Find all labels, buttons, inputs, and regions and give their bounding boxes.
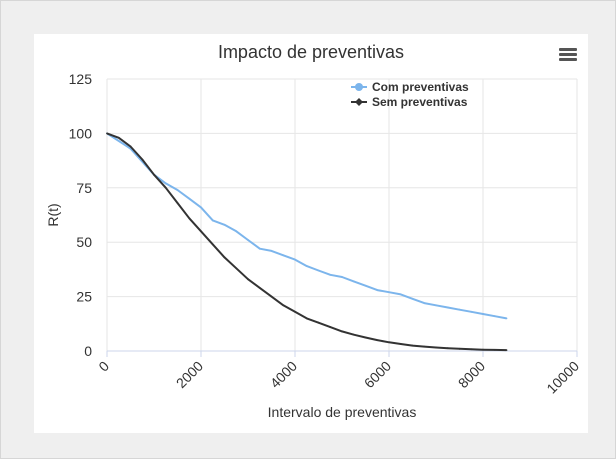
series-1-point[interactable] <box>388 341 390 344</box>
series-1-point[interactable] <box>294 310 296 313</box>
series-1-point[interactable] <box>106 132 108 135</box>
series-0-point[interactable] <box>435 304 437 307</box>
series-1-point[interactable] <box>458 347 461 350</box>
series-1-point[interactable] <box>493 349 496 351</box>
series-1-point[interactable] <box>200 230 202 233</box>
x-tick-label: 8000 <box>455 358 488 391</box>
series-line-0[interactable] <box>106 132 507 320</box>
y-tick-label: 25 <box>76 289 92 305</box>
y-tick-label: 75 <box>76 180 92 196</box>
series-1-point[interactable] <box>153 173 155 176</box>
y-axis-title: R(t) <box>45 203 61 226</box>
series-0-point[interactable] <box>223 223 226 226</box>
legend-item-0[interactable]: Com preventivas <box>372 80 469 94</box>
series-1-point[interactable] <box>435 346 437 349</box>
series-1-point[interactable] <box>364 336 367 339</box>
series-1-point[interactable] <box>270 295 273 298</box>
series-0-point[interactable] <box>211 219 214 222</box>
series-1-point[interactable] <box>258 286 261 289</box>
series-0-point[interactable] <box>470 310 473 313</box>
series-1-point[interactable] <box>247 278 249 281</box>
series-0-point[interactable] <box>164 182 167 185</box>
axis-layer: 0 25 50 75 100 125 0 2000 4000 6000 8000 10000 <box>69 71 583 397</box>
chart-title: Impacto de preventivas <box>218 42 404 62</box>
series-1-point[interactable] <box>423 345 426 348</box>
series-0-point[interactable] <box>493 315 496 318</box>
x-tick-label: 10000 <box>543 358 582 397</box>
series-0-point[interactable] <box>270 250 273 252</box>
legend-item-1[interactable]: Sem preventivas <box>372 95 468 109</box>
series-1-point[interactable] <box>411 344 414 347</box>
series-0-point[interactable] <box>376 289 379 291</box>
series-0-point[interactable] <box>423 302 426 305</box>
series-0-point[interactable] <box>294 258 296 261</box>
series-0-point[interactable] <box>188 197 191 200</box>
series-0-point[interactable] <box>176 189 179 191</box>
series-0-point[interactable] <box>282 254 285 257</box>
series-0-point[interactable] <box>258 247 261 250</box>
y-tick-label: 125 <box>69 71 93 87</box>
y-tick-label: 50 <box>76 234 92 250</box>
series-1-point[interactable] <box>317 321 320 324</box>
series-0-point[interactable] <box>352 280 355 283</box>
series-0-point[interactable] <box>235 230 238 233</box>
series-1-point[interactable] <box>129 145 132 148</box>
series-1-point[interactable] <box>282 304 285 307</box>
x-axis-title: Intervalo de preventivas <box>268 404 417 420</box>
hamburger-menu-icon[interactable] <box>557 46 579 66</box>
x-tick-label: 2000 <box>173 358 206 391</box>
legend-marker-diamond <box>355 98 363 106</box>
series-1-point[interactable] <box>164 186 167 189</box>
series-1-point[interactable] <box>352 333 355 336</box>
y-tick-label: 0 <box>84 343 92 359</box>
series-0-point[interactable] <box>505 317 508 320</box>
legend-marker-circle <box>355 83 363 91</box>
series-0-point[interactable] <box>329 273 332 276</box>
series-1-point[interactable] <box>482 348 484 351</box>
series-0-point[interactable] <box>364 284 367 287</box>
x-tick-label: 6000 <box>361 358 394 391</box>
series-0-point[interactable] <box>305 265 308 268</box>
series-layer <box>106 132 508 352</box>
series-1-point[interactable] <box>235 267 238 270</box>
series-1-point[interactable] <box>188 217 191 220</box>
series-1-point[interactable] <box>305 317 308 320</box>
series-1-point[interactable] <box>505 349 508 352</box>
series-1-point[interactable] <box>176 202 179 204</box>
series-0-point[interactable] <box>388 291 390 294</box>
series-1-point[interactable] <box>117 136 120 139</box>
series-1-point[interactable] <box>341 330 343 333</box>
series-1-point[interactable] <box>211 243 214 246</box>
y-tick-label: 100 <box>69 125 93 141</box>
x-tick-label: 4000 <box>267 358 300 391</box>
series-1-point[interactable] <box>141 158 144 161</box>
series-1-point[interactable] <box>470 348 473 351</box>
series-1-point[interactable] <box>376 339 379 342</box>
series-0-point[interactable] <box>317 269 320 272</box>
series-0-point[interactable] <box>458 308 461 311</box>
series-0-point[interactable] <box>482 313 484 315</box>
series-0-point[interactable] <box>341 276 343 278</box>
grid-layer <box>106 78 578 352</box>
series-0-point[interactable] <box>411 297 414 300</box>
chart-card: 0 25 50 75 100 125 0 2000 4000 6000 8000 10000 Impa… <box>34 34 588 433</box>
series-0-point[interactable] <box>200 206 202 209</box>
series-1-point[interactable] <box>446 347 449 350</box>
series-0-point[interactable] <box>399 293 402 296</box>
x-tick-label: 0 <box>95 358 112 375</box>
series-0-point[interactable] <box>247 239 249 241</box>
series-1-point[interactable] <box>399 343 402 345</box>
series-1-point[interactable] <box>223 256 226 259</box>
series-0-point[interactable] <box>446 306 449 309</box>
chart-svg: 0 25 50 75 100 125 0 2000 4000 6000 8000 10000 Impa… <box>45 42 583 420</box>
series-1-point[interactable] <box>329 326 332 328</box>
